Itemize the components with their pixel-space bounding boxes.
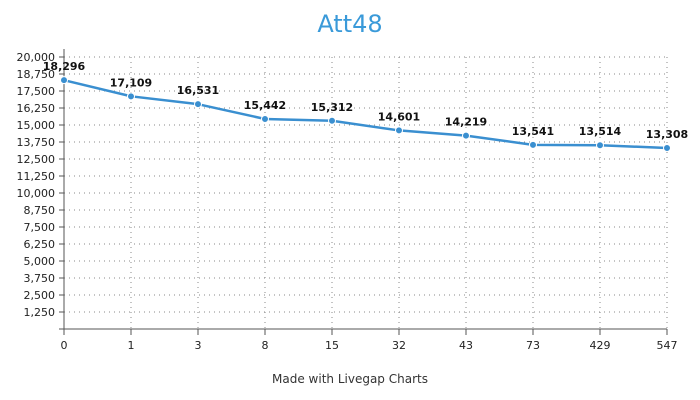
data-point[interactable] (663, 144, 671, 153)
data-point[interactable] (127, 92, 135, 101)
y-tick-label: 2,500 (24, 289, 56, 302)
data-point[interactable] (529, 140, 537, 149)
data-label: 14,601 (378, 110, 420, 123)
chart-credit: Made with Livegap Charts (272, 372, 428, 386)
x-tick-label: 3 (195, 339, 202, 352)
data-label: 13,308 (646, 128, 688, 141)
x-tick-label: 429 (590, 339, 611, 352)
data-label: 15,312 (311, 101, 353, 114)
y-tick-label: 20,000 (17, 51, 56, 64)
grid (63, 56, 668, 329)
y-tick-label: 1,250 (24, 306, 56, 319)
x-tick-label: 547 (657, 339, 678, 352)
data-label: 18,296 (43, 60, 86, 73)
x-tick-label: 1 (128, 339, 135, 352)
axes: 1,250 2,500 3,750 5,000 6,250 7,500 8,750 10,00… (17, 49, 678, 352)
data-point[interactable] (395, 126, 403, 135)
x-tick-label: 43 (459, 339, 473, 352)
chart-title: Att48 (317, 10, 383, 38)
y-tick-label: 15,000 (17, 119, 56, 132)
x-tick-label: 8 (262, 339, 269, 352)
data-labels: 18,296 17,109 16,531 15,442 15,312 14,601 14,2… (43, 60, 688, 141)
y-tick-label: 18,750 (17, 68, 56, 81)
y-tick-label: 10,000 (17, 187, 56, 200)
y-tick-label: 16,250 (17, 102, 56, 115)
data-point[interactable] (60, 76, 68, 85)
data-point[interactable] (462, 131, 470, 140)
data-label: 17,109 (110, 76, 152, 89)
y-tick-label: 17,500 (17, 85, 56, 98)
y-tick-label: 8,750 (24, 204, 56, 217)
y-tick-label: 5,000 (24, 255, 56, 268)
data-point[interactable] (194, 100, 202, 109)
data-point[interactable] (328, 116, 336, 125)
data-point[interactable] (261, 114, 269, 123)
x-tick-label: 0 (61, 339, 68, 352)
x-tick-label: 15 (325, 339, 339, 352)
x-tick-label: 32 (392, 339, 406, 352)
y-tick-label: 11,250 (17, 170, 56, 183)
y-tick-label: 13,750 (17, 136, 56, 149)
data-label: 15,442 (244, 99, 286, 112)
series-line (63, 78, 668, 150)
x-tick-label: 73 (526, 339, 540, 352)
data-label: 13,514 (579, 125, 622, 138)
data-label: 14,219 (445, 116, 487, 129)
data-point[interactable] (596, 141, 604, 150)
data-label: 16,531 (177, 84, 219, 97)
series-line-layer (60, 76, 671, 153)
data-label: 13,541 (512, 125, 554, 138)
y-tick-label: 6,250 (24, 238, 56, 251)
y-tick-label: 3,750 (24, 272, 56, 285)
y-tick-label: 12,500 (17, 153, 56, 166)
y-tick-label: 7,500 (24, 221, 56, 234)
